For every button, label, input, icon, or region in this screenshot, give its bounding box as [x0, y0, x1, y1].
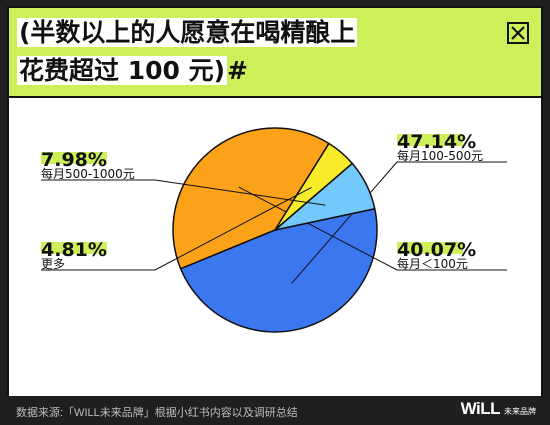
slice-category-label: 每月＜100元	[397, 256, 468, 271]
source-note: 数据来源:「WILL未来品牌」根据小红书内容以及调研总结	[16, 407, 298, 419]
pie-slice	[274, 162, 376, 231]
close-button[interactable]	[507, 22, 529, 44]
leader-line	[238, 186, 398, 271]
title-mark: #	[227, 56, 248, 85]
title-line-1: (半数以上的人愿意在喝精酿上	[17, 18, 358, 47]
title-line-2: 花费超过 100 元)	[17, 56, 228, 85]
pie-slice	[179, 207, 378, 333]
value-highlight	[397, 242, 463, 254]
slice-category-label: 每月500-1000元	[41, 166, 135, 181]
leader-line	[154, 179, 326, 206]
value-highlight	[397, 134, 463, 146]
slice-value-label: 4.81%	[41, 239, 107, 261]
brand-logo: WiLL 未来品牌	[461, 399, 536, 419]
close-icon	[511, 26, 525, 40]
value-highlight	[41, 242, 107, 254]
slice-value-label: 47.14%	[397, 131, 476, 153]
slice-category-label: 更多	[41, 257, 65, 271]
slice-value-label: 40.07%	[397, 239, 476, 261]
leader-line	[154, 186, 312, 271]
logo-sub: 未来品牌	[504, 407, 536, 416]
chart-title: (半数以上的人愿意在喝精酿上 花费超过 100 元)#	[17, 14, 487, 90]
pie-chart: 47.14%每月100-500元 40.07%每月＜100元 4.81%更多 7.98…	[41, 127, 507, 333]
pie-slice	[172, 127, 331, 270]
value-highlight	[41, 152, 107, 164]
slice-category-label: 每月100-500元	[397, 148, 483, 163]
leader-line	[291, 161, 398, 284]
logo-mark: WiLL	[460, 399, 501, 418]
slice-value-label: 7.98%	[41, 149, 107, 171]
chart-panel: 47.14% 每月100-500元 40.07% 每月＜100元 4.81% 更多 7.98…	[9, 96, 541, 396]
chart-card: (半数以上的人愿意在喝精酿上 花费超过 100 元)# 47.14% 每月100-…	[7, 6, 543, 396]
